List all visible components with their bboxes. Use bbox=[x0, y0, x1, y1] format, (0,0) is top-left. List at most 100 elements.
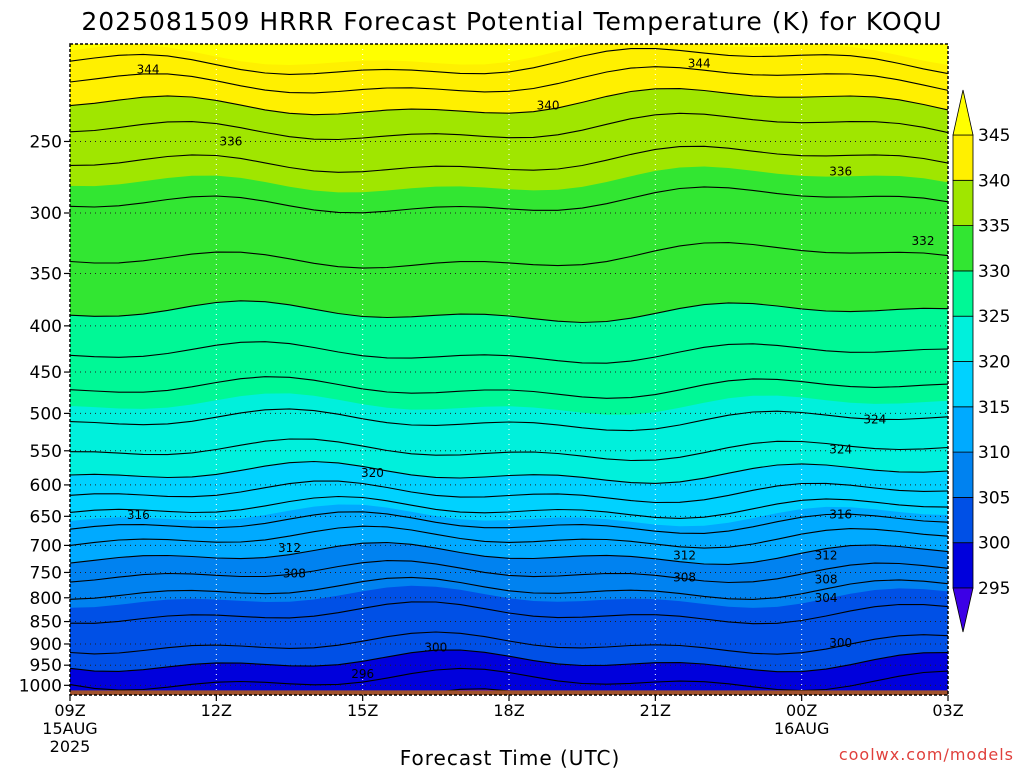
contour-label-308: 308 bbox=[673, 571, 696, 585]
contour-label-300: 300 bbox=[829, 636, 852, 650]
y-tick-label-300: 300 bbox=[30, 204, 62, 224]
contour-304 bbox=[70, 601, 948, 625]
contour-336 bbox=[70, 145, 948, 173]
colorbar-label-340: 340 bbox=[978, 171, 1010, 191]
colorbar-segment-320 bbox=[952, 315, 974, 362]
contour-340 bbox=[70, 88, 948, 116]
contour-324 bbox=[70, 408, 948, 432]
colorbar-label-295: 295 bbox=[978, 579, 1010, 599]
contour-338 bbox=[70, 112, 948, 141]
contour-label-340: 340 bbox=[537, 98, 560, 112]
colorbar-segment-335 bbox=[952, 179, 974, 227]
contour-342 bbox=[70, 66, 948, 94]
contour-label-312: 312 bbox=[815, 548, 838, 562]
contour-label-320: 320 bbox=[361, 466, 384, 480]
contour-label-312: 312 bbox=[278, 541, 301, 555]
contour-label-300: 300 bbox=[424, 640, 447, 654]
x-tick-label-18Z: 18Z bbox=[493, 701, 524, 720]
y-tick-label-500: 500 bbox=[30, 404, 62, 424]
colorbar-segment-315 bbox=[952, 361, 974, 408]
x-tick-label-03Z: 03Z bbox=[932, 701, 963, 720]
contour-314 bbox=[70, 511, 948, 534]
y-tick-label-650: 650 bbox=[30, 507, 62, 527]
colorbar-segment-340 bbox=[952, 134, 974, 181]
contour-label-344: 344 bbox=[137, 62, 160, 76]
y-tick-label-800: 800 bbox=[30, 589, 62, 609]
contour-label-308: 308 bbox=[283, 567, 306, 581]
y-tick-label-750: 750 bbox=[30, 563, 62, 583]
y-tick-label-350: 350 bbox=[30, 264, 62, 284]
contour-label-316: 316 bbox=[829, 508, 852, 522]
contour-332 bbox=[70, 242, 948, 269]
contour-300 bbox=[70, 649, 948, 673]
credit-text: coolwx.com/models bbox=[839, 745, 1014, 764]
colorbar-label-335: 335 bbox=[978, 217, 1010, 237]
contour-label-324: 324 bbox=[863, 413, 886, 427]
colorbar-segment-325 bbox=[952, 270, 974, 317]
colorbar-label-305: 305 bbox=[978, 488, 1010, 508]
colorbar-segment-295 bbox=[952, 542, 974, 589]
x-tick-sublabel-16aug: 16AUG bbox=[774, 719, 829, 738]
y-tick-label-850: 850 bbox=[30, 613, 62, 633]
y-tick-label-700: 700 bbox=[30, 536, 62, 556]
terrain-strip bbox=[70, 690, 948, 695]
contour-316 bbox=[70, 495, 948, 519]
chart-title: 2025081509 HRRR Forecast Potential Tempe… bbox=[81, 7, 942, 36]
contour-308 bbox=[70, 560, 948, 584]
plot-area: 344 344 340 336 336 332 324 324 320 316 316 312 312 3… bbox=[70, 44, 948, 695]
terrain-fill bbox=[70, 690, 948, 695]
contour-328 bbox=[70, 341, 948, 364]
x-tick-label-15Z: 15Z bbox=[347, 701, 378, 720]
contour-label-312: 312 bbox=[673, 548, 696, 562]
colorbar-bottom-arrow bbox=[952, 587, 974, 633]
contour-310 bbox=[70, 541, 948, 565]
y-tick-label-600: 600 bbox=[30, 476, 62, 496]
y-tick-label-950: 950 bbox=[30, 656, 62, 676]
contour-318 bbox=[70, 480, 948, 504]
contour-label-316: 316 bbox=[127, 508, 150, 522]
x-tick-label-00Z: 00Z bbox=[786, 701, 817, 720]
colorbar-label-330: 330 bbox=[978, 262, 1010, 282]
x-tick-sublabel-2025: 2025 bbox=[50, 737, 91, 756]
colorbar-top-arrow bbox=[952, 89, 974, 136]
y-tick-label-900: 900 bbox=[30, 635, 62, 655]
y-tick-label-1000: 1000 bbox=[19, 676, 62, 696]
x-tick-label-12Z: 12Z bbox=[201, 701, 232, 720]
theta-fill-bands bbox=[70, 44, 948, 695]
y-tick-label-250: 250 bbox=[30, 132, 62, 152]
colorbar-label-300: 300 bbox=[978, 534, 1010, 554]
contour-label-324: 324 bbox=[829, 442, 852, 456]
colorbar-label-345: 345 bbox=[978, 126, 1010, 146]
x-tick-label-21Z: 21Z bbox=[640, 701, 671, 720]
contour-326 bbox=[70, 376, 948, 399]
colorbar-label-310: 310 bbox=[978, 443, 1010, 463]
contour-322 bbox=[70, 438, 948, 462]
contour-302 bbox=[70, 631, 948, 655]
colorbar-label-315: 315 bbox=[978, 398, 1010, 418]
contour-344 bbox=[70, 48, 948, 75]
contour-320 bbox=[70, 460, 948, 484]
colorbar-label-325: 325 bbox=[978, 307, 1010, 327]
colorbar-segment-300 bbox=[952, 496, 974, 544]
x-axis-label: Forecast Time (UTC) bbox=[400, 746, 621, 768]
contour-label-332: 332 bbox=[912, 234, 935, 248]
x-tick-sublabel-15aug: 15AUG bbox=[42, 719, 97, 738]
contour-labels: 344 344 340 336 336 332 324 324 320 316 316 312 312 3… bbox=[127, 57, 935, 682]
contour-306 bbox=[70, 576, 948, 600]
contour-label-296: 296 bbox=[351, 667, 374, 681]
contour-label-304: 304 bbox=[815, 591, 838, 605]
grid-lines bbox=[70, 44, 948, 695]
contour-label-308: 308 bbox=[815, 573, 838, 587]
contour-334 bbox=[70, 186, 948, 214]
y-tick-label-450: 450 bbox=[30, 363, 62, 383]
y-tick-label-400: 400 bbox=[30, 317, 62, 337]
contour-330 bbox=[70, 300, 948, 324]
contour-label-336: 336 bbox=[829, 165, 852, 179]
colorbar-segment-330 bbox=[952, 225, 974, 272]
colorbar-label-320: 320 bbox=[978, 353, 1010, 373]
colorbar-segment-310 bbox=[952, 406, 974, 453]
contour-312 bbox=[70, 525, 948, 549]
